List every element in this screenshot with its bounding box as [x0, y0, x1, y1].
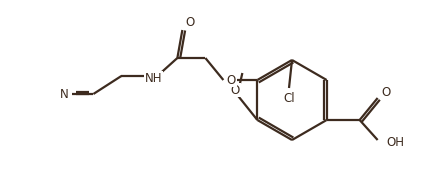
Text: OH: OH [387, 135, 405, 148]
Text: Cl: Cl [283, 91, 295, 105]
Text: O: O [382, 86, 391, 100]
Text: NH: NH [144, 72, 162, 84]
Text: O: O [227, 73, 236, 86]
Text: O: O [231, 84, 240, 96]
Text: N: N [60, 88, 68, 100]
Text: O: O [185, 17, 195, 29]
